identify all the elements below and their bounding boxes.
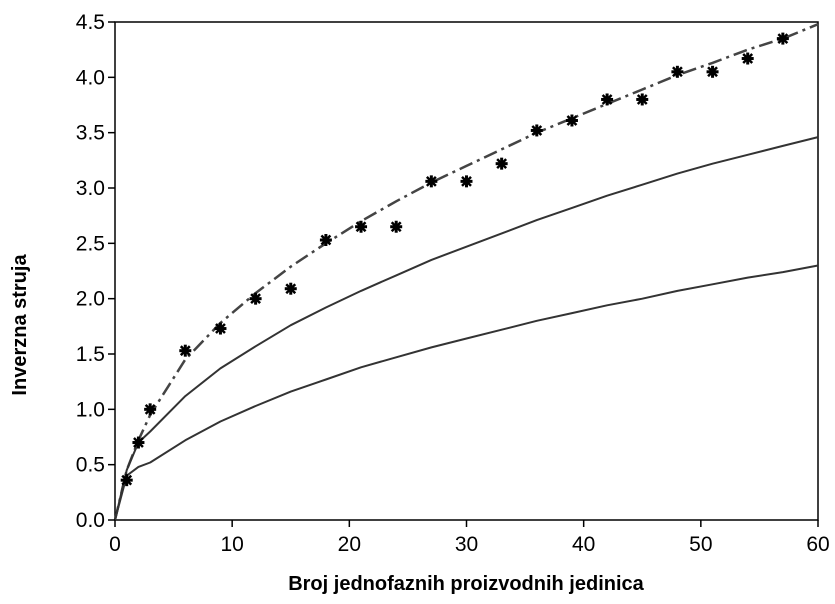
y-tick-label: 4.5 [76,11,105,34]
x-tick-label: 10 [220,533,243,556]
x-axis-title: Broj jednofaznih proizvodnih jedinica [288,573,644,595]
series-layer [113,23,819,521]
series-line-1 [113,23,819,521]
data-point-marker [144,403,157,416]
data-point-marker [530,124,543,137]
data-point-marker [284,282,297,295]
data-point-marker [425,175,438,188]
x-tick-label: 40 [572,533,595,556]
x-tick-label: 20 [338,533,361,556]
data-point-marker [671,65,684,78]
x-tick-label: 50 [689,533,712,556]
data-point-marker [776,32,789,45]
y-tick-label: 1.0 [76,398,105,421]
y-tick-label: 3.0 [76,177,105,200]
y-axis-title: Inverzna struja [9,254,31,396]
axis-layer: 0 10 20 30 40 50 60 0.0 0.5 1.0 1.5 2.0 2.5 3.0 3.5 4.0… [76,11,830,556]
data-point-marker [120,474,133,487]
data-point-marker [355,220,368,233]
data-point-marker [132,436,145,449]
data-point-marker [706,65,719,78]
data-point-marker [319,234,332,247]
series-line-2 [114,136,819,521]
y-tick-label: 2.5 [76,232,105,255]
y-tick-label: 4.0 [76,66,105,89]
y-tick-label: 0.5 [76,454,105,477]
data-point-marker [390,220,403,233]
x-tick-label: 0 [109,533,121,556]
data-point-marker [741,52,754,65]
x-tick-label: 30 [455,533,478,556]
y-tick-label: 3.5 [76,122,105,145]
y-tick-label: 1.5 [76,343,105,366]
data-point-marker [495,157,508,170]
y-tick-label: 0.0 [76,509,105,532]
data-point-marker [214,322,227,335]
plot-frame [114,21,819,521]
data-point-marker [179,344,192,357]
x-tick-label: 60 [806,533,829,556]
data-point-marker [249,292,262,305]
data-point-marker [460,175,473,188]
data-point-marker [636,93,649,106]
data-point-marker [565,114,578,127]
series-line-3 [114,264,819,521]
marker-layer [120,32,789,487]
y-tick-label: 2.0 [76,288,105,311]
data-point-marker [601,93,614,106]
